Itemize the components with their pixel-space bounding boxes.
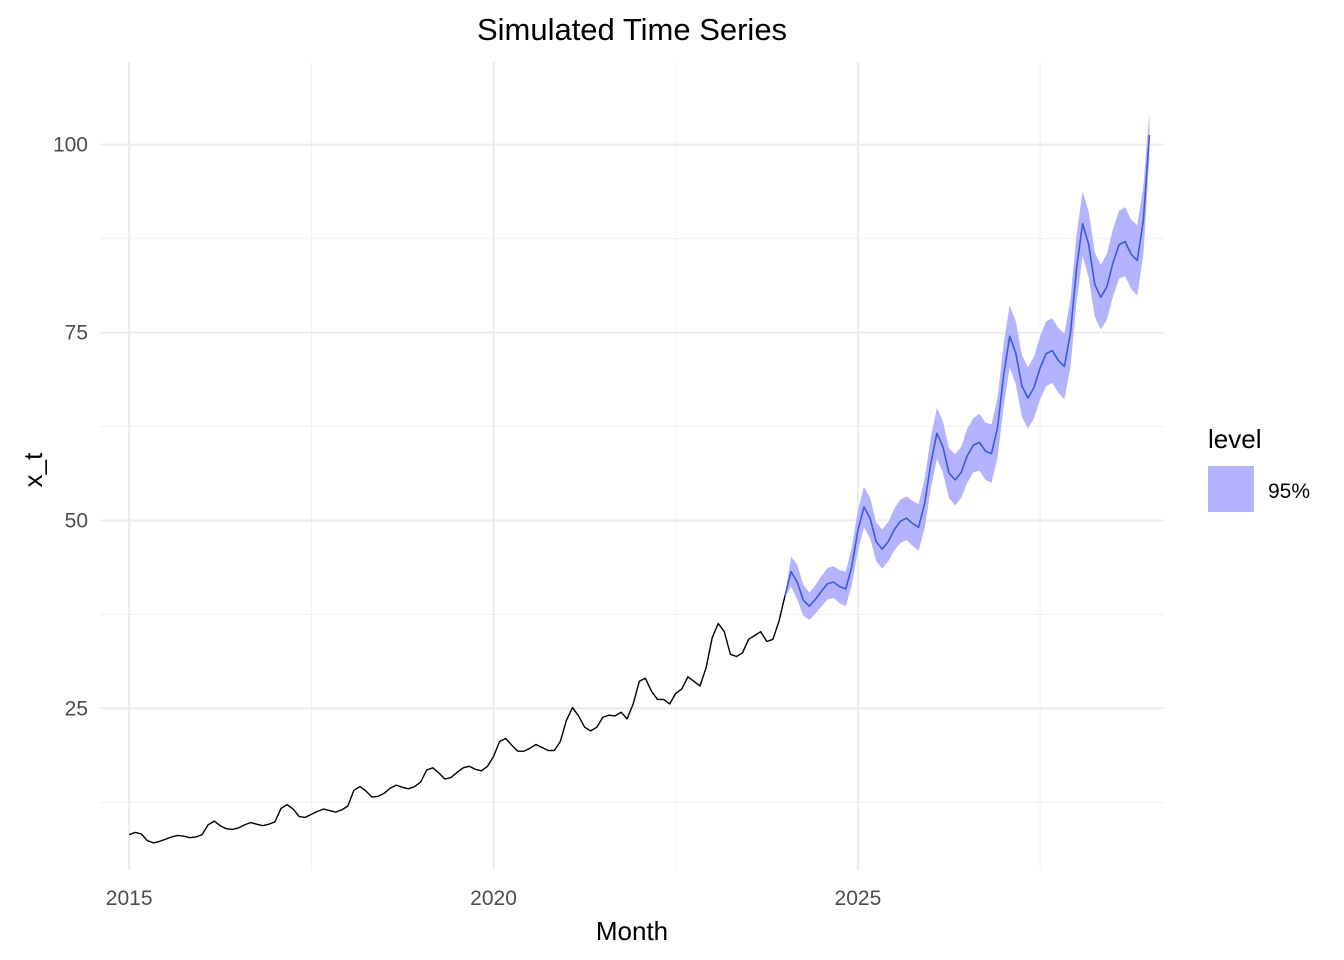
legend-label-95: 95% — [1268, 480, 1310, 503]
history-series-line — [128, 595, 786, 844]
x-tick-label: 2015 — [106, 887, 153, 910]
legend: level 95% — [1208, 424, 1310, 512]
x-tick-label: 2020 — [470, 887, 517, 910]
chart-title: Simulated Time Series — [477, 12, 787, 47]
forecast-series-line — [784, 134, 1151, 608]
x-axis-tick-labels: 2015 2020 2025 — [106, 887, 881, 910]
legend-swatch-95 — [1208, 466, 1254, 512]
y-tick-label: 25 — [65, 697, 88, 720]
y-axis-label: x_t — [18, 452, 48, 487]
confidence-band-layer — [785, 112, 1150, 620]
y-tick-label: 100 — [53, 134, 88, 157]
confidence-band-95 — [785, 112, 1150, 620]
y-tick-label: 75 — [65, 322, 88, 345]
x-tick-label: 2025 — [835, 887, 882, 910]
x-axis-label: Month — [596, 916, 668, 946]
series-lines-layer — [128, 134, 1151, 844]
y-tick-label: 50 — [65, 509, 88, 532]
legend-title: level — [1208, 424, 1261, 454]
minor-gridlines — [100, 62, 1164, 870]
major-gridlines — [100, 62, 1164, 870]
y-axis-tick-labels: 25 50 75 100 — [53, 134, 88, 721]
